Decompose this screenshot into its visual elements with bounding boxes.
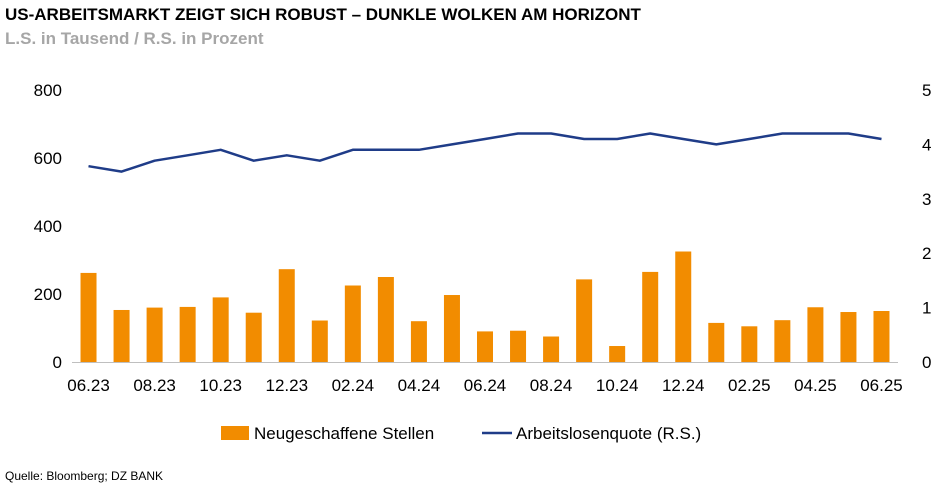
- x-tick-label: 06.25: [860, 376, 903, 395]
- bar-12.23: [278, 269, 295, 362]
- bar-04.24: [410, 321, 427, 362]
- bar-03.24: [377, 277, 394, 362]
- y-left-tick-label: 600: [34, 149, 62, 168]
- x-tick-label: 06.23: [67, 376, 110, 395]
- bar-08.23: [146, 307, 163, 362]
- x-tick-label: 02.25: [728, 376, 771, 395]
- bar-10.23: [212, 297, 229, 362]
- y-right-tick-label: 3: [922, 190, 931, 209]
- x-tick-label: 08.23: [133, 376, 176, 395]
- bar-06.25: [873, 311, 890, 362]
- bar-09.24: [576, 279, 593, 362]
- bar-06.24: [477, 331, 493, 362]
- x-tick-label: 10.23: [199, 376, 242, 395]
- x-tick-label: 12.24: [662, 376, 705, 395]
- unemployment-line: [88, 132, 882, 173]
- bar-01.24: [311, 320, 328, 362]
- bar-11.23: [245, 312, 262, 362]
- legend-label-bars: Neugeschaffene Stellen: [254, 424, 434, 443]
- y-right-tick-label: 5: [922, 81, 931, 100]
- bar-11.24: [642, 271, 659, 362]
- y-left-tick-label: 0: [53, 353, 62, 372]
- bar-08.24: [543, 336, 560, 362]
- x-tick-label: 06.24: [464, 376, 507, 395]
- x-tick-label: 04.25: [794, 376, 837, 395]
- bar-02.24: [344, 285, 361, 362]
- x-tick-label: 04.24: [398, 376, 441, 395]
- bar-09.23: [179, 306, 196, 362]
- x-axis-ticks: 06.23 08.23 10.23 12.23 02.24 04.24 06.24 08.24…: [67, 376, 903, 395]
- x-tick-label: 10.24: [596, 376, 639, 395]
- chart-title: US-ARBEITSMARKT ZEIGT SICH ROBUST – DUNK…: [5, 5, 641, 24]
- y-left-tick-label: 800: [34, 81, 62, 100]
- bar-04.25: [807, 307, 824, 362]
- bar-07.24: [510, 330, 527, 362]
- y-left-tick-label: 200: [34, 285, 62, 304]
- y-right-tick-label: 2: [922, 244, 931, 263]
- y-right-tick-label: 0: [922, 353, 931, 372]
- x-tick-label: 12.23: [265, 376, 308, 395]
- legend-label-line: Arbeitslosenquote (R.S.): [516, 424, 701, 443]
- bar-02.25: [741, 326, 758, 362]
- chart-area: 0 200 400 600 800 0 1 2 3 4 5 06.23 08.23 10.23 12.2…: [34, 81, 932, 443]
- bar-05.24: [443, 295, 460, 362]
- bar-12.24: [675, 251, 692, 362]
- bar-06.23: [80, 272, 97, 362]
- bar-10.24: [609, 346, 626, 362]
- y-right-tick-label: 1: [922, 299, 931, 318]
- bar-series: [80, 251, 890, 362]
- legend: Neugeschaffene Stellen Arbeitslosenquote…: [221, 424, 701, 443]
- y-axis-left: 0 200 400 600 800: [34, 81, 62, 372]
- bar-01.25: [708, 322, 725, 362]
- y-right-tick-label: 4: [922, 135, 931, 154]
- y-left-tick-label: 400: [34, 217, 62, 236]
- bar-05.25: [840, 312, 857, 362]
- x-tick-label: 02.24: [332, 376, 375, 395]
- chart-subtitle: L.S. in Tausend / R.S. in Prozent: [5, 29, 264, 48]
- bar-07.23: [113, 309, 130, 362]
- y-axis-right: 0 1 2 3 4 5: [922, 81, 931, 372]
- bar-03.25: [774, 320, 791, 362]
- x-tick-label: 08.24: [530, 376, 573, 395]
- source-note: Quelle: Bloomberg; DZ BANK: [5, 469, 164, 483]
- legend-swatch-bars: [221, 426, 249, 440]
